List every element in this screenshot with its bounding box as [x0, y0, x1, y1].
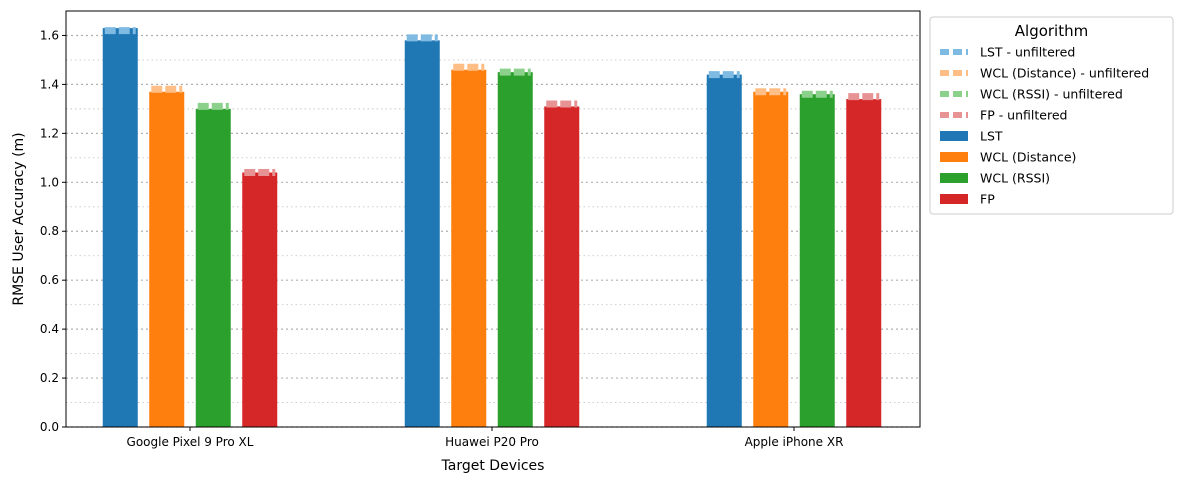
bar: [799, 94, 835, 427]
legend-swatch: [940, 173, 968, 183]
legend-swatch: [940, 131, 968, 141]
y-axis-label: RMSE User Accuracy (m): [11, 132, 27, 305]
y-tick-label: 0.4: [40, 322, 59, 336]
bars-layer: [102, 28, 882, 428]
legend-entry-label: LST - unfiltered: [980, 45, 1075, 60]
bar: [102, 28, 138, 427]
legend-title: Algorithm: [1015, 22, 1088, 40]
y-tick-label: 1.6: [40, 28, 59, 42]
legend-entry-label: WCL (Distance): [980, 150, 1076, 165]
x-tick-label: Google Pixel 9 Pro XL: [127, 435, 254, 449]
y-tick-label: 0.6: [40, 273, 59, 287]
y-tick-label: 0.0: [40, 420, 59, 434]
bar: [753, 91, 789, 428]
x-axis: Google Pixel 9 Pro XL Huawei P20 Pro Apple…: [127, 427, 844, 449]
unfiltered-markers-layer: [104, 27, 880, 177]
legend-entry-label: WCL (Distance) - unfiltered: [980, 66, 1149, 81]
legend-swatch: [940, 152, 968, 162]
legend-entry-label: FP - unfiltered: [980, 108, 1067, 123]
y-tick-label: 1.4: [40, 77, 59, 91]
bar: [706, 74, 742, 427]
x-tick-label: Apple iPhone XR: [745, 435, 844, 449]
legend-entry-label: FP: [980, 192, 995, 207]
plot-frame: [65, 10, 921, 428]
legend-entry-label: WCL (RSSI) - unfiltered: [980, 87, 1123, 102]
y-tick-label: 1.0: [40, 175, 59, 189]
bar: [846, 99, 882, 427]
legend-entry-label: LST: [980, 129, 1003, 144]
y-axis: 0.0 0.2 0.4 0.6 0.8 1.0 1.2 1.4 1.6: [40, 28, 66, 434]
bar: [149, 91, 185, 428]
bar: [242, 172, 278, 427]
x-tick-label: Huawei P20 Pro: [445, 435, 539, 449]
legend-entries: LST - unfiltered WCL (Distance) - unfilte…: [940, 45, 1149, 207]
legend-box: [929, 16, 1174, 215]
bar: [404, 40, 440, 427]
legend: Algorithm LST - unfiltered WCL (Distance)…: [929, 16, 1174, 215]
bar: [497, 72, 533, 428]
legend-swatch: [940, 194, 968, 204]
y-tick-label: 0.2: [40, 371, 59, 385]
y-tick-label: 1.2: [40, 126, 59, 140]
x-axis-label: Target Devices: [441, 458, 545, 474]
legend-entry-label: WCL (RSSI): [980, 171, 1050, 186]
y-tick-label: 0.8: [40, 224, 59, 238]
bar: [451, 69, 487, 428]
bar: [195, 108, 231, 427]
bar: [544, 106, 580, 427]
grid-layer: [66, 10, 920, 428]
